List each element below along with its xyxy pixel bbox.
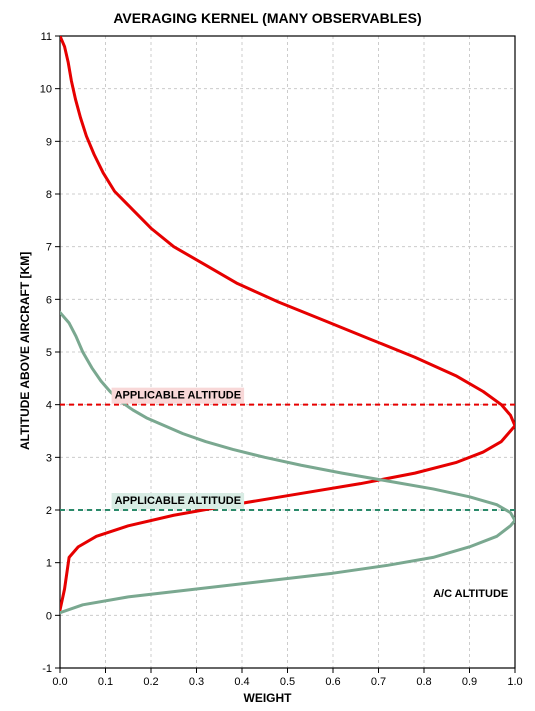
plot-svg: 0.0 0.1 0.2 0.3 0.4 0.5 0.6 0.7 0.8 0.9 1.0 -1 0 1 2 3 4… — [0, 0, 535, 711]
x-tick-label: 0.1 — [98, 676, 113, 688]
green-ref-label: APPLICABLE ALTITUDE — [115, 495, 242, 507]
y-tick-label: 0 — [46, 610, 52, 622]
y-tick-label: 1 — [46, 558, 52, 570]
ac-altitude-label: A/C ALTITUDE — [433, 588, 508, 600]
x-tick-label: 0.9 — [462, 676, 477, 688]
y-tick-label: 3 — [46, 452, 52, 464]
x-tick-label: 0.8 — [416, 676, 431, 688]
y-tick-label: 4 — [46, 400, 52, 412]
x-tick-label: 0.6 — [325, 676, 340, 688]
red-ref-label: APPLICABLE ALTITUDE — [115, 390, 242, 402]
y-tick-label: 2 — [46, 505, 52, 517]
y-tick-label: 7 — [46, 242, 52, 254]
y-tick-label: 5 — [46, 347, 52, 359]
y-tick-label: 11 — [41, 31, 52, 43]
x-tick-label: 0.4 — [234, 676, 249, 688]
x-tick-label: 0.2 — [143, 676, 158, 688]
x-tick-label: 0.0 — [52, 676, 67, 688]
x-tick-label: 1.0 — [507, 676, 522, 688]
x-tick-label: 0.3 — [189, 676, 204, 688]
chart-container: AVERAGING KERNEL (MANY OBSERVABLES) ALTI… — [0, 0, 535, 711]
y-tick-label: 9 — [46, 136, 52, 148]
y-tick-label: 10 — [40, 84, 52, 96]
y-tick-label: 8 — [46, 189, 52, 201]
x-tick-label: 0.5 — [280, 676, 295, 688]
x-tick-label: 0.7 — [371, 676, 386, 688]
y-tick-label: -1 — [42, 663, 52, 675]
y-tick-label: 6 — [46, 294, 52, 306]
